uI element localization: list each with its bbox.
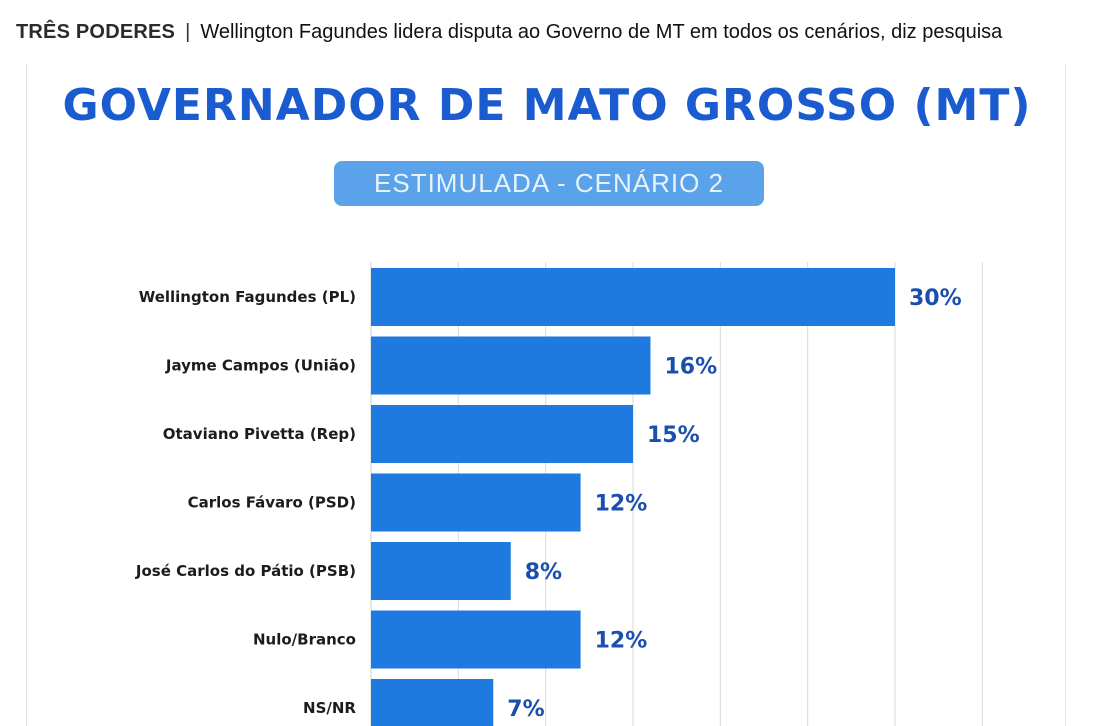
bar-4: [371, 473, 581, 532]
article-headline: TRÊS PODERES | Wellington Fagundes lider…: [0, 0, 1094, 64]
category-label: Jayme Campos (União): [165, 357, 356, 375]
bar-2: [371, 336, 651, 395]
value-label: 7%: [507, 697, 544, 722]
chart-title: GOVERNADOR DE MATO GROSSO (MT): [62, 80, 1032, 131]
bar-6: [371, 610, 581, 669]
value-label: 16%: [664, 355, 717, 380]
headline-separator: |: [185, 20, 191, 43]
category-label: Carlos Fávaro (PSD): [188, 494, 356, 512]
value-label: 12%: [595, 629, 648, 654]
chart-subtitle-badge: ESTIMULADA - CENÁRIO 2: [334, 161, 764, 206]
bar-7: [371, 679, 494, 726]
bar-1: [371, 268, 895, 326]
category-label: Nulo/Branco: [253, 631, 356, 649]
category-label: Otaviano Pivetta (Rep): [163, 425, 356, 443]
category-label: José Carlos do Pátio (PSB): [135, 562, 356, 580]
section-label[interactable]: TRÊS PODERES: [16, 20, 176, 43]
bar-3: [371, 405, 633, 463]
category-label: Wellington Fagundes (PL): [139, 288, 356, 306]
value-label: 30%: [909, 286, 962, 311]
bar-5: [371, 542, 511, 600]
category-label: NS/NR: [303, 699, 356, 717]
value-label: 15%: [647, 423, 700, 448]
chart-subtitle: ESTIMULADA - CENÁRIO 2: [374, 168, 724, 198]
value-label: 12%: [595, 492, 648, 517]
headline-title[interactable]: Wellington Fagundes lidera disputa ao Go…: [200, 20, 1003, 43]
value-label: 8%: [525, 560, 562, 585]
